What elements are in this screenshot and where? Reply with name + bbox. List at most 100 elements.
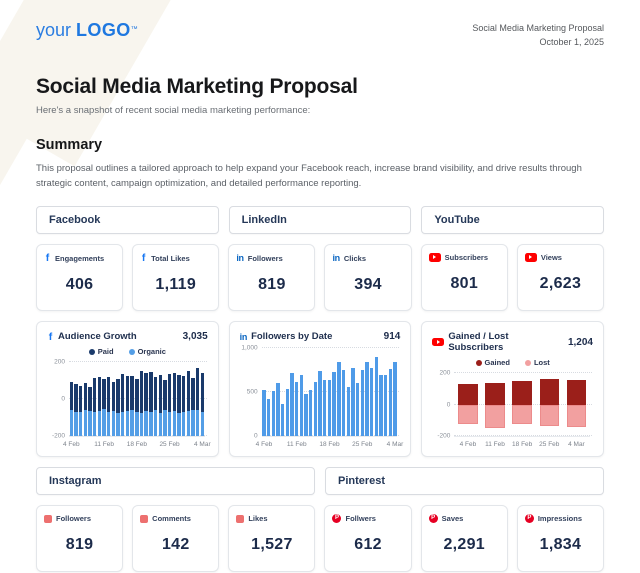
- y-tick-label: -200: [437, 432, 451, 440]
- bar-followers: [346, 387, 350, 437]
- bar-followers: [262, 389, 266, 437]
- bar-lost: [458, 404, 478, 425]
- bar-paid: [191, 378, 195, 411]
- page-subtitle: Here's a snapshot of recent social media…: [36, 104, 311, 116]
- bar-paid: [158, 374, 162, 414]
- chart-card-followers-by-date: Followers by Date 914 1,000 500 0 4 Feb 11 F…: [228, 321, 412, 458]
- bar-organic: [158, 413, 162, 437]
- facebook-icon: [44, 253, 51, 263]
- bar-organic: [144, 411, 148, 437]
- bar-paid: [130, 375, 134, 410]
- bar-lost: [485, 404, 505, 428]
- charts-row: Audience Growth 3,035 Paid Organic 200 0 -20…: [36, 321, 604, 458]
- bar-paid: [121, 373, 125, 413]
- x-tick-label: 4 Feb: [63, 441, 80, 449]
- bar-organic: [88, 411, 92, 437]
- header-doc-title: Social Media Marketing Proposal: [472, 23, 604, 33]
- bar-organic: [191, 410, 195, 437]
- bar-organic: [69, 410, 73, 437]
- chart-plot: 200 0 -200: [52, 359, 207, 440]
- bar-followers: [374, 356, 378, 437]
- bar-followers: [360, 369, 364, 437]
- stat-label: Total Likes: [151, 253, 190, 263]
- chart-title: Gained / Lost Subscribers: [448, 331, 509, 354]
- bar-organic: [121, 412, 125, 437]
- logo-text-your: your: [36, 20, 72, 40]
- chart-x-axis: 4 Feb 11 Feb 18 Feb 25 Feb 4 Mar: [454, 437, 590, 449]
- stat-label: Clicks: [343, 253, 366, 263]
- bar-organic: [97, 410, 102, 437]
- bar-paid: [186, 371, 190, 412]
- bar-paid: [149, 372, 153, 413]
- stat-value: 1,119: [155, 276, 197, 294]
- stat-card-li-followers: Followers 819: [228, 244, 316, 312]
- page-header: your LOGO™ Social Media Marketing Propos…: [36, 20, 604, 50]
- x-tick-label: 4 Feb: [255, 441, 273, 449]
- platform-header-row-2: Instagram Pinterest: [36, 467, 604, 496]
- bar-organic: [130, 409, 134, 437]
- gridline: [454, 435, 592, 437]
- stat-value: 394: [354, 276, 382, 294]
- bar-followers: [276, 383, 280, 437]
- chart-total: 1,204: [567, 336, 593, 348]
- platform-header-pinterest: Pinterest: [325, 467, 604, 496]
- chart-legend: Paid Organic: [47, 347, 208, 356]
- bar-gained: [458, 384, 478, 405]
- stat-card-yt-views: Views 2,623: [516, 244, 604, 312]
- bar-followers: [295, 382, 299, 437]
- stat-value: 142: [161, 536, 190, 554]
- stat-value: 1,834: [539, 536, 582, 554]
- bar-gained: [566, 379, 587, 405]
- x-tick-label: 11 Feb: [485, 441, 505, 449]
- y-tick-label: 1,000: [241, 344, 258, 352]
- bar-followers: [318, 370, 322, 437]
- bar-paid: [153, 376, 158, 411]
- stat-card-ig-followers: Followers 819: [36, 505, 124, 573]
- chart-title: Followers by Date: [251, 331, 333, 343]
- pinterest-icon: [428, 514, 438, 524]
- legend-item: Paid: [88, 347, 114, 356]
- stat-card-li-clicks: Clicks 394: [324, 244, 412, 312]
- bar-organic: [200, 411, 204, 437]
- bar-paid: [79, 385, 83, 413]
- bar-followers: [383, 374, 388, 437]
- x-tick-label: 18 Feb: [126, 441, 147, 449]
- linkedin-icon: [332, 253, 339, 263]
- stat-card-pin-saves: Saves 2,291: [420, 505, 508, 573]
- chart-x-axis: 4 Feb 11 Feb 18 Feb 25 Feb 4 Mar: [256, 437, 404, 449]
- y-tick-label: 0: [254, 432, 258, 440]
- bar-gained: [512, 381, 532, 405]
- chart-card-audience-growth: Audience Growth 3,035 Paid Organic 200 0 -20…: [36, 321, 219, 458]
- legend-dot-icon: [128, 348, 135, 355]
- x-tick-label: 25 Feb: [539, 441, 560, 449]
- platform-header-instagram: Instagram: [36, 467, 315, 496]
- bar-paid: [88, 386, 92, 412]
- bar-paid: [93, 377, 97, 413]
- youtube-icon: [428, 253, 441, 262]
- bar-organic: [102, 409, 106, 437]
- stat-value: 801: [450, 275, 479, 293]
- y-tick-label: 200: [439, 369, 451, 377]
- facebook-icon: [140, 253, 147, 263]
- bar-followers: [355, 382, 360, 437]
- bar-followers: [365, 361, 369, 437]
- bar-followers: [266, 399, 271, 437]
- bar-organic: [149, 412, 153, 437]
- chart-plot: 200 0 -200: [437, 370, 592, 440]
- bar-organic: [177, 413, 181, 437]
- youtube-icon: [524, 253, 537, 262]
- stat-value: 819: [65, 536, 94, 554]
- youtube-icon: [432, 337, 445, 347]
- chart-total: 3,035: [182, 331, 208, 343]
- x-tick-label: 25 Feb: [159, 441, 180, 449]
- chart-card-gained-lost-subscribers: Gained / Lost Subscribers 1,204 Gained Los…: [421, 321, 604, 458]
- bar-followers: [271, 391, 276, 437]
- bar-organic: [107, 412, 111, 437]
- platform-header-linkedin: LinkedIn: [228, 206, 412, 235]
- x-tick-label: 18 Feb: [512, 441, 533, 449]
- bar-followers: [332, 371, 336, 437]
- platform-header-youtube: YouTube: [421, 206, 604, 235]
- bar-organic: [79, 412, 83, 437]
- bar-organic: [125, 410, 130, 437]
